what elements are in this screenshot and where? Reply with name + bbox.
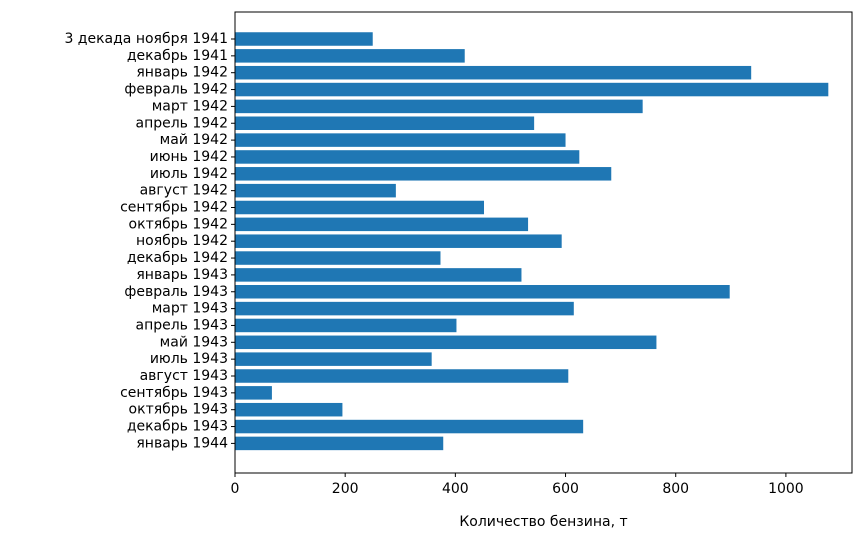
bar bbox=[235, 285, 730, 299]
bar bbox=[235, 268, 522, 282]
y-tick-label: 3 декада ноября 1941 bbox=[64, 31, 228, 47]
bar bbox=[235, 183, 396, 198]
x-tick-label: 400 bbox=[442, 481, 469, 497]
bars-layer bbox=[235, 32, 829, 451]
bar bbox=[235, 49, 465, 63]
bar bbox=[235, 335, 657, 350]
y-tick-label: ноябрь 1942 bbox=[136, 233, 228, 249]
bar bbox=[235, 116, 535, 130]
y-tick-label: декабрь 1941 bbox=[127, 48, 228, 64]
bar bbox=[235, 369, 569, 383]
y-tick-label: октябрь 1943 bbox=[129, 402, 228, 418]
bar bbox=[235, 402, 343, 417]
bar bbox=[235, 234, 562, 248]
x-tick-label: 1000 bbox=[768, 481, 804, 497]
bar bbox=[235, 99, 643, 114]
bar bbox=[235, 150, 580, 164]
y-tick-label: февраль 1942 bbox=[124, 82, 228, 98]
bar bbox=[235, 386, 272, 400]
y-tick-label: январь 1944 bbox=[136, 435, 228, 451]
bar bbox=[235, 251, 441, 265]
y-tick-label: апрель 1943 bbox=[135, 317, 228, 333]
y-tick-label: март 1942 bbox=[152, 98, 228, 114]
bar bbox=[235, 301, 574, 316]
bar bbox=[235, 436, 444, 451]
y-tick-label: январь 1943 bbox=[136, 267, 228, 283]
bar bbox=[235, 352, 432, 366]
x-tick-label: 800 bbox=[662, 481, 689, 497]
bar bbox=[235, 217, 529, 232]
bar bbox=[235, 65, 752, 80]
y-tick-label: май 1942 bbox=[160, 132, 228, 148]
x-axis-title: Количество бензина, т bbox=[459, 514, 627, 530]
bar bbox=[235, 318, 457, 333]
y-tick-label: январь 1942 bbox=[136, 65, 228, 81]
y-tick-label: июнь 1942 bbox=[150, 149, 228, 165]
y-tick-label: июль 1943 bbox=[150, 351, 228, 367]
x-axis: 0 200 400 600 800 1000 bbox=[231, 473, 804, 497]
y-tick-label: апрель 1942 bbox=[135, 115, 228, 131]
y-tick-label: март 1943 bbox=[152, 301, 228, 317]
bar bbox=[235, 419, 584, 434]
bar bbox=[235, 32, 373, 46]
plot-frame bbox=[234, 11, 853, 474]
y-tick-label: август 1942 bbox=[140, 183, 228, 199]
y-tick-label: сентябрь 1942 bbox=[120, 200, 228, 216]
y-tick-label: октябрь 1942 bbox=[129, 216, 228, 232]
y-tick-label: декабрь 1943 bbox=[127, 419, 228, 435]
x-tick-label: 600 bbox=[552, 481, 579, 497]
bar bbox=[235, 133, 566, 147]
y-tick-label: сентябрь 1943 bbox=[120, 385, 228, 401]
y-tick-label: февраль 1943 bbox=[124, 284, 228, 300]
y-tick-label: декабрь 1942 bbox=[127, 250, 228, 266]
y-tick-label: июль 1942 bbox=[150, 166, 228, 182]
bar bbox=[235, 200, 485, 215]
y-tick-label: май 1943 bbox=[160, 334, 228, 350]
x-tick-label: 0 bbox=[231, 481, 240, 497]
bar bbox=[235, 82, 829, 97]
y-tick-label: август 1943 bbox=[140, 368, 228, 384]
x-tick-label: 200 bbox=[332, 481, 359, 497]
bar bbox=[235, 167, 612, 181]
